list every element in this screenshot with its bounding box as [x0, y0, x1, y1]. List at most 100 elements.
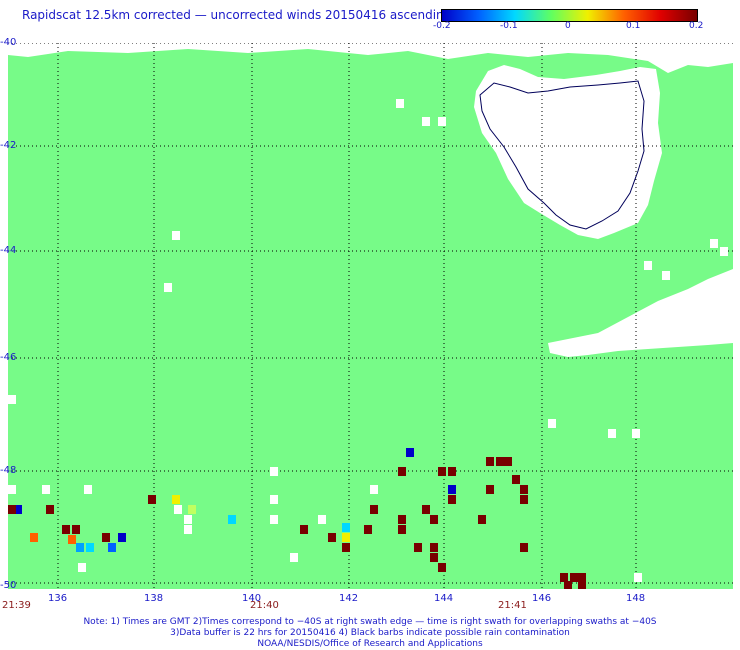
- colorbar-tick-label: 0.2: [689, 21, 704, 31]
- wind-difference-pixel: [564, 581, 572, 589]
- wind-difference-pixel: [228, 515, 236, 524]
- wind-difference-pixel: [414, 543, 422, 552]
- wind-difference-pixel: [76, 543, 84, 552]
- wind-difference-pixel: [520, 495, 528, 504]
- missing-data-pixel: [422, 117, 430, 126]
- wind-difference-pixel: [68, 535, 76, 544]
- wind-difference-pixel: [14, 505, 22, 514]
- wind-difference-pixel: [370, 505, 378, 514]
- colorbar-tick-label: -0.2: [433, 21, 451, 31]
- wind-difference-pixel: [30, 533, 38, 542]
- colorbar: [441, 9, 698, 22]
- wind-difference-pixels: [8, 99, 728, 589]
- wind-difference-pixel: [448, 467, 456, 476]
- wind-difference-pixel: [578, 581, 586, 589]
- lon-label: 144: [434, 593, 454, 604]
- lon-label: 148: [626, 593, 646, 604]
- missing-data-pixel: [710, 239, 718, 248]
- missing-data-pixel: [8, 485, 16, 494]
- missing-data-pixel: [174, 505, 182, 514]
- wind-difference-pixel: [448, 485, 456, 494]
- lat-label: -48: [0, 465, 17, 476]
- wind-difference-pixel: [118, 533, 126, 542]
- wind-difference-pixel: [398, 525, 406, 534]
- wind-difference-pixel: [188, 505, 196, 514]
- ice-band-east: [548, 269, 733, 357]
- missing-data-pixel: [184, 515, 192, 524]
- wind-difference-pixel: [46, 505, 54, 514]
- missing-data-pixel: [164, 283, 172, 292]
- time-label: 21:41: [498, 600, 527, 611]
- missing-data-pixel: [42, 485, 50, 494]
- missing-data-pixel: [608, 429, 616, 438]
- wind-difference-pixel: [406, 448, 414, 457]
- missing-data-pixel: [370, 485, 378, 494]
- mainland-coast-edge: [8, 43, 733, 73]
- wind-difference-pixel: [520, 485, 528, 494]
- missing-data-pixel: [548, 419, 556, 428]
- wind-difference-pixel: [102, 533, 110, 542]
- wind-difference-pixel: [422, 505, 430, 514]
- footnote-line-2: 3)Data buffer is 22 hrs for 20150416 4) …: [170, 628, 570, 638]
- time-label: 21:40: [250, 600, 279, 611]
- missing-data-pixel: [8, 395, 16, 404]
- colorbar-tick-label: 0: [565, 21, 571, 31]
- wind-difference-pixel: [430, 553, 438, 562]
- missing-data-pixel: [318, 515, 326, 524]
- wind-difference-pixel: [172, 495, 180, 504]
- wind-difference-pixel: [504, 457, 512, 466]
- map-title: Rapidscat 12.5km corrected — uncorrected…: [22, 8, 452, 22]
- wind-difference-pixel: [438, 563, 446, 572]
- missing-data-pixel: [396, 99, 404, 108]
- missing-data-pixel: [644, 261, 652, 270]
- colorbar-tick-label: -0.1: [500, 21, 518, 31]
- colorbar-tick-label: 0.1: [626, 21, 641, 31]
- wind-difference-pixel: [578, 573, 586, 582]
- wind-difference-pixel: [478, 515, 486, 524]
- missing-data-pixel: [438, 117, 446, 126]
- wind-difference-map: [8, 43, 733, 589]
- wind-difference-pixel: [486, 485, 494, 494]
- wind-difference-pixel: [438, 467, 446, 476]
- wind-difference-pixel: [328, 533, 336, 542]
- wind-difference-pixel: [486, 457, 494, 466]
- tasmania-coastline: [479, 80, 645, 230]
- missing-data-pixel: [84, 485, 92, 494]
- wind-difference-pixel: [430, 515, 438, 524]
- missing-data-pixel: [270, 495, 278, 504]
- wind-difference-pixel: [560, 573, 568, 582]
- wind-difference-pixel: [62, 525, 70, 534]
- wind-difference-pixel: [8, 505, 16, 514]
- wind-difference-pixel: [342, 543, 350, 552]
- wind-difference-pixel: [398, 515, 406, 524]
- lat-label: -44: [0, 245, 17, 256]
- tasmania-land: [474, 65, 662, 239]
- land-mask: [8, 43, 733, 357]
- wind-difference-pixel: [398, 467, 406, 476]
- missing-data-pixel: [184, 525, 192, 534]
- wind-difference-pixel: [364, 525, 372, 534]
- wind-difference-pixel: [86, 543, 94, 552]
- footnote-line-3: NOAA/NESDIS/Office of Research and Appli…: [257, 639, 483, 649]
- missing-data-pixel: [270, 515, 278, 524]
- missing-data-pixel: [172, 231, 180, 240]
- wind-difference-pixel: [448, 495, 456, 504]
- lon-label: 146: [532, 593, 552, 604]
- wind-difference-pixel: [520, 543, 528, 552]
- missing-data-pixel: [270, 467, 278, 476]
- graticule: [8, 43, 733, 589]
- wind-difference-pixel: [72, 525, 80, 534]
- lon-label: 136: [48, 593, 68, 604]
- lon-label: 142: [339, 593, 359, 604]
- lat-label: -40: [0, 37, 17, 48]
- missing-data-pixel: [78, 563, 86, 572]
- missing-data-pixel: [662, 271, 670, 280]
- wind-difference-pixel: [512, 475, 520, 484]
- wind-difference-pixel: [108, 543, 116, 552]
- missing-data-pixel: [720, 247, 728, 256]
- wind-difference-pixel: [496, 457, 504, 466]
- lat-label: -46: [0, 352, 17, 363]
- wind-difference-pixel: [148, 495, 156, 504]
- wind-difference-pixel: [430, 543, 438, 552]
- wind-difference-pixel: [342, 533, 350, 542]
